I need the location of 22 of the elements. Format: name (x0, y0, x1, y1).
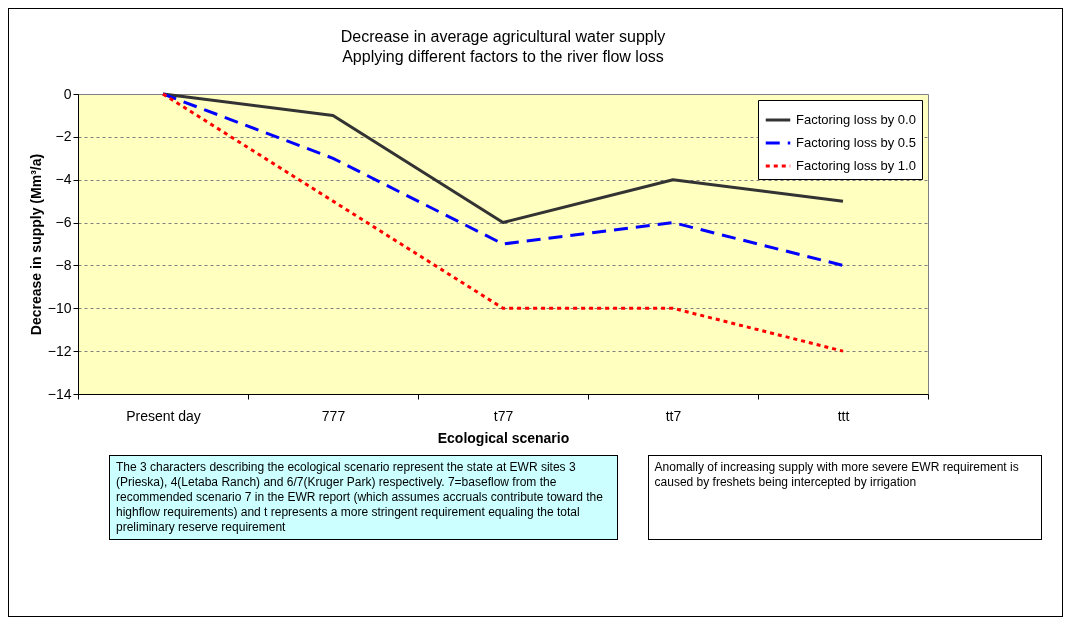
chart-title: Decrease in average agricultural water supply (340, 28, 666, 45)
x-tick-label: tt7 (665, 407, 682, 424)
legend-label: Factoring loss by 0.5 (796, 135, 916, 150)
x-tick-label: Present day (126, 407, 201, 424)
y-tick-label: −12 (47, 342, 72, 359)
y-tick-label: −6 (55, 214, 72, 231)
y-tick-label: 0 (63, 85, 72, 102)
y-tick-label: −10 (47, 299, 72, 316)
y-tick-label: −14 (47, 385, 72, 402)
y-tick-label: −2 (55, 128, 72, 145)
x-axis-title: Ecological scenario (437, 429, 570, 446)
y-axis-title: Decrease in supply (Mm³/a) (27, 153, 44, 336)
legend-label: Factoring loss by 1.0 (796, 158, 916, 173)
y-tick-label: −8 (55, 256, 72, 273)
x-tick-label: ttt (837, 407, 850, 424)
x-tick-label: t77 (493, 407, 514, 424)
text: The 3 characters describing the ecological scenario represent the state at EWR sites 3 (Prieska), 4(Letaba Ranch) and 6/7(Kruger Park) respectively. 7=baseflow from the recommended scenario 7 in the EWR report (which assumes accruals contribute toward the highflow requirements) and t represents a more stringent requirement equaling the total preliminary reserve requirement (109, 455, 618, 540)
text: Anomally of increasing supply with more severe EWR requirement is caused by freshets being intercepted by irrigation (647, 455, 1042, 540)
x-tick-label: 777 (321, 407, 346, 424)
chart-subtitle: Applying different factors to the river flow loss (342, 48, 664, 65)
y-tick-label: −4 (55, 171, 72, 188)
legend-label: Factoring loss by 0.0 (796, 112, 916, 127)
